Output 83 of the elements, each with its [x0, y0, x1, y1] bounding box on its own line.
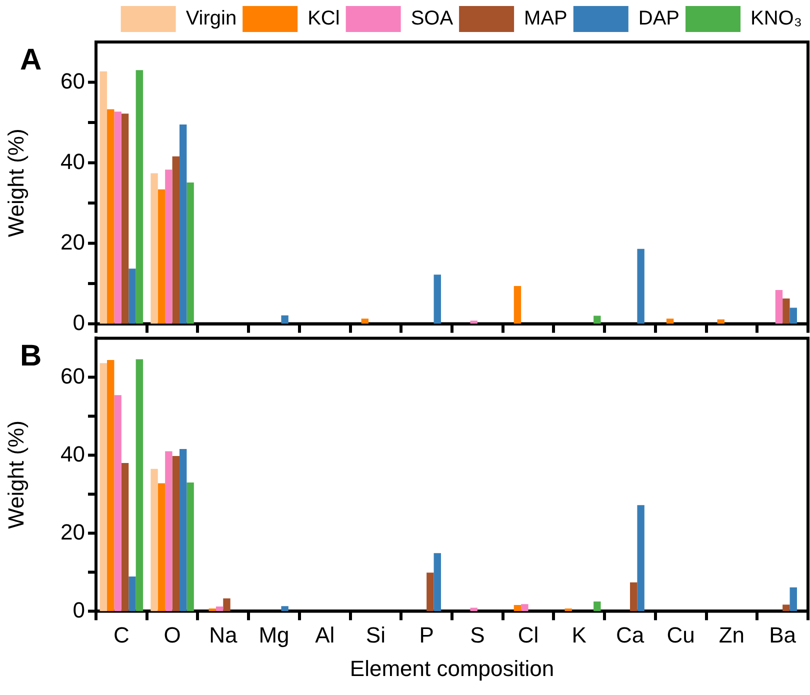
- bar: [114, 394, 122, 611]
- bar: [114, 112, 122, 324]
- bar: [790, 587, 797, 611]
- bar: [107, 109, 114, 324]
- bar: [594, 601, 601, 611]
- legend-label: KNO₃: [750, 8, 802, 30]
- x-tick-label: Cu: [666, 622, 695, 648]
- bar: [100, 362, 108, 611]
- x-tick-label: Na: [209, 622, 238, 648]
- legend-label: SOA: [410, 8, 454, 30]
- legend-label: KCl: [308, 8, 340, 30]
- bar: [150, 173, 158, 324]
- y-tick-label: 0: [72, 597, 85, 622]
- legend-label: DAP: [638, 8, 680, 30]
- bar: [281, 315, 288, 324]
- bar: [782, 604, 790, 611]
- x-tick-label: Si: [366, 622, 386, 648]
- x-tick-label: S: [470, 622, 485, 648]
- bar: [514, 286, 522, 324]
- x-tick-label: K: [572, 622, 587, 648]
- x-tick-label: Ba: [769, 622, 797, 648]
- bar: [121, 114, 129, 324]
- y-tick-label: 0: [72, 310, 85, 335]
- bar: [790, 308, 797, 324]
- bar: [158, 189, 166, 324]
- legend-label: MAP: [524, 8, 568, 30]
- bar: [179, 124, 187, 324]
- bar: [179, 448, 187, 611]
- bar: [172, 156, 180, 324]
- bar: [434, 552, 441, 611]
- bar: [136, 359, 144, 611]
- bar: [107, 360, 114, 611]
- bar: [158, 483, 166, 611]
- bar: [470, 607, 478, 611]
- y-tick-label: 20: [60, 519, 85, 544]
- bar: [172, 456, 180, 611]
- bar: [434, 274, 441, 324]
- bar: [121, 462, 129, 611]
- bar: [782, 298, 790, 324]
- bar: [150, 468, 158, 611]
- x-tick-label: P: [419, 622, 434, 648]
- bar: [186, 182, 194, 324]
- bar: [426, 572, 434, 611]
- x-tick-label: Ca: [616, 622, 645, 648]
- y-tick-label: 60: [60, 363, 85, 388]
- y-tick-label: 40: [60, 148, 85, 174]
- y-axis-title: Weight (%): [3, 420, 28, 529]
- bar: [100, 71, 108, 324]
- bar: [775, 290, 783, 324]
- bar: [666, 318, 674, 324]
- bar: [630, 582, 638, 611]
- bar: [186, 482, 194, 611]
- x-tick-label: Zn: [718, 622, 745, 648]
- y-axis-title: Weight (%): [3, 128, 28, 238]
- y-tick-label: 20: [60, 229, 85, 254]
- bar: [361, 318, 369, 324]
- bar: [594, 316, 601, 324]
- x-tick-label: C: [113, 622, 130, 648]
- y-tick-label: 60: [60, 68, 85, 94]
- bar: [165, 170, 172, 324]
- bar: [470, 320, 478, 324]
- chart-title: A: [20, 43, 42, 76]
- bar: [637, 248, 644, 324]
- x-tick-label: O: [164, 622, 181, 648]
- bar: [165, 451, 172, 611]
- chart-title: B: [20, 339, 42, 372]
- bar: [136, 70, 144, 324]
- x-tick-label: Mg: [258, 622, 290, 648]
- x-tick-label: Al: [315, 622, 335, 648]
- bar: [514, 604, 522, 611]
- bar: [521, 604, 528, 611]
- bar: [564, 608, 572, 611]
- bar: [223, 598, 230, 611]
- y-tick-label: 40: [60, 441, 85, 466]
- bar: [281, 606, 288, 611]
- bar: [128, 268, 136, 324]
- x-tick-label: Cl: [518, 622, 539, 648]
- bar: [208, 608, 216, 611]
- bar: [128, 576, 136, 611]
- bar: [216, 606, 224, 611]
- legend-label: Virgin: [186, 8, 237, 30]
- x-axis-title: Element composition: [350, 656, 554, 681]
- bar: [637, 504, 644, 611]
